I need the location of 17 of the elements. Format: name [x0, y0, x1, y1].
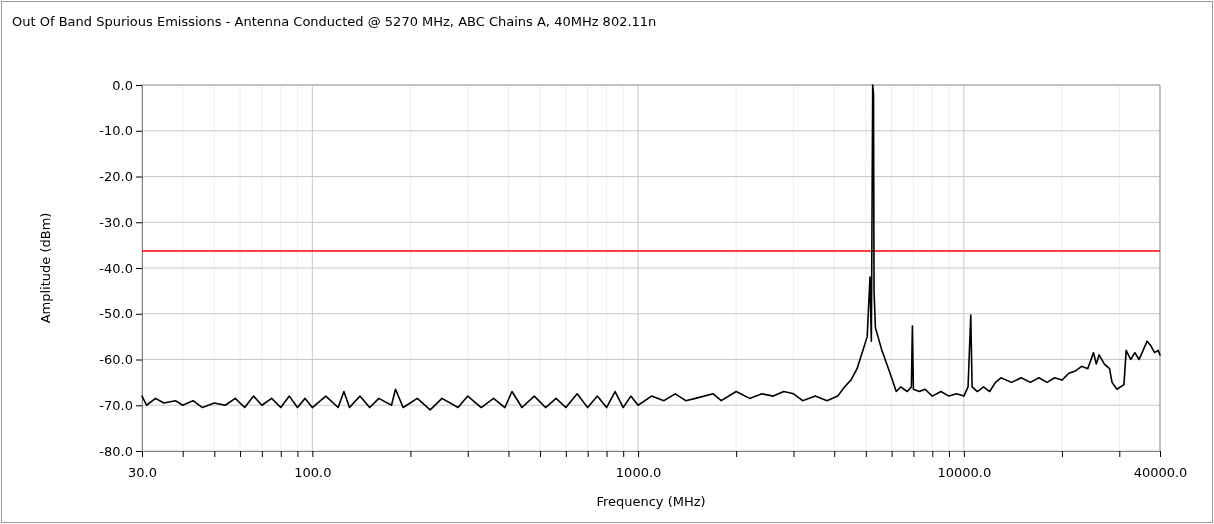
x-tick-label: 100.0 [294, 464, 332, 480]
y-tick-label: 0.0 [112, 77, 133, 93]
y-axis-title: Amplitude (dBm) [38, 212, 53, 324]
x-tick-label: 40000.0 [1133, 464, 1188, 480]
x-axis-title: Frequency (MHz) [596, 494, 706, 509]
y-tick-label: -80.0 [99, 443, 133, 459]
y-tick-label: -70.0 [99, 397, 133, 413]
y-tick-label: -30.0 [99, 214, 133, 230]
x-tick-label: 1000.0 [615, 464, 662, 480]
y-tick-label: -50.0 [99, 306, 133, 322]
y-tick-label: -40.0 [99, 260, 133, 276]
y-tick-label: -60.0 [99, 352, 133, 368]
chart-title: Out Of Band Spurious Emissions - Antenna Conducted @ 5270 MHz, ABC Chains A, 40MHz 802.11n [12, 14, 657, 29]
x-tick-label: 30.0 [128, 464, 157, 480]
x-tick-label: 10000.0 [937, 464, 992, 480]
y-tick-label: -20.0 [99, 169, 133, 185]
y-tick-label: -10.0 [99, 123, 133, 139]
